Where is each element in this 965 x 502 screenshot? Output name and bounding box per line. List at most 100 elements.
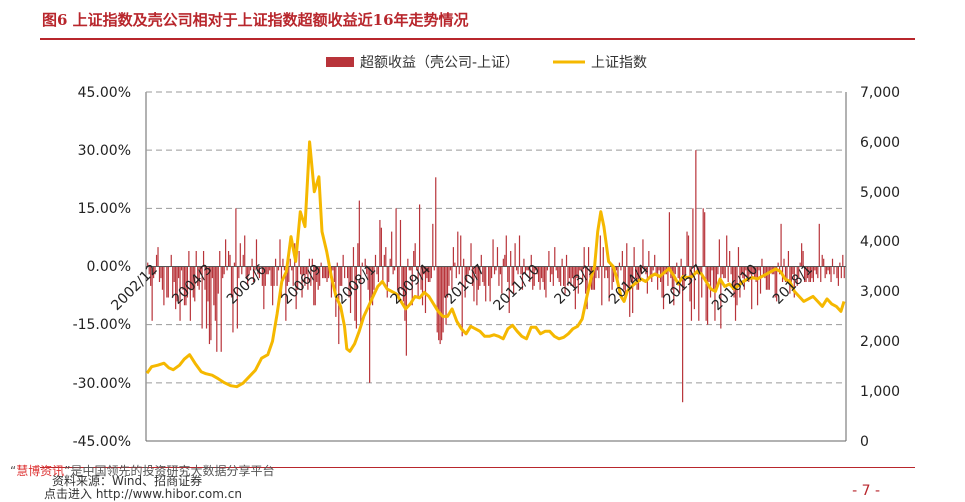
excess-return-bar: [730, 266, 732, 275]
excess-return-bar: [361, 262, 363, 267]
excess-return-bar: [261, 266, 263, 286]
right-tick-label: 7,000: [860, 85, 900, 101]
excess-return-bar: [386, 266, 388, 298]
excess-return-bar: [173, 266, 175, 283]
excess-return-bar: [682, 266, 684, 403]
excess-return-bar: [189, 266, 191, 321]
excess-return-bar: [254, 266, 256, 271]
excess-return-bar: [811, 266, 813, 279]
excess-return-bar: [720, 266, 722, 329]
excess-return-bar: [518, 235, 521, 267]
excess-return-bar: [799, 262, 801, 267]
excess-return-bar: [546, 266, 549, 271]
excess-return-bar: [745, 266, 747, 271]
excess-return-bar: [379, 219, 381, 267]
excess-return-bar: [513, 266, 515, 294]
excess-return-bar: [477, 266, 479, 290]
excess-return-bar: [394, 266, 396, 271]
excess-return-bar: [695, 150, 697, 267]
legend-line-label: 上证指数: [591, 55, 647, 71]
excess-return-bar: [630, 266, 632, 283]
excess-return-bar: [210, 266, 212, 341]
excess-return-bar: [454, 262, 456, 267]
excess-return-bar: [493, 266, 496, 275]
excess-return-bar: [604, 266, 606, 279]
excess-return-bar: [251, 258, 253, 267]
excess-return-bar: [740, 266, 742, 275]
source-note: 资料来源：Wind、招商证券: [52, 474, 203, 488]
excess-return-bar: [451, 266, 453, 290]
excess-return-bar: [831, 258, 834, 267]
excess-return-bar: [593, 266, 596, 290]
excess-return-bar: [542, 266, 544, 283]
excess-return-bar: [297, 266, 299, 290]
excess-return-bar: [704, 212, 706, 267]
excess-return-bar: [410, 266, 412, 271]
excess-return-bar: [270, 266, 272, 286]
excess-return-bar: [602, 247, 604, 267]
excess-return-bar: [457, 231, 459, 267]
excess-return-bar: [167, 266, 169, 298]
excess-return-bar: [514, 243, 516, 267]
excess-return-bar: [490, 266, 493, 279]
excess-return-bar: [667, 266, 669, 286]
excess-return-bar: [511, 266, 513, 286]
excess-return-bar: [605, 266, 607, 271]
excess-return-bar: [733, 266, 735, 298]
excess-return-bar: [405, 266, 407, 356]
excess-return-bar: [385, 247, 387, 267]
excess-return-bar: [285, 266, 287, 321]
excess-return-bar: [443, 266, 446, 298]
excess-return-bar: [438, 266, 440, 341]
excess-return-bar: [821, 254, 823, 267]
excess-return-bar: [295, 266, 297, 310]
excess-return-bar: [402, 266, 405, 302]
excess-return-bar: [727, 266, 729, 283]
excess-return-bar: [557, 266, 559, 279]
excess-return-bar: [197, 266, 199, 286]
excess-return-bar: [408, 266, 410, 271]
excess-return-bar: [535, 266, 537, 271]
excess-return-bar: [843, 266, 845, 279]
excess-return-bar: [540, 266, 543, 279]
excess-return-bar: [711, 266, 713, 271]
excess-return-bar: [191, 266, 193, 290]
excess-return-bar: [607, 266, 609, 279]
excess-return-bar: [563, 266, 565, 286]
excess-return-bar: [489, 266, 491, 302]
excess-return-bar: [592, 266, 594, 290]
excess-return-bar: [611, 266, 613, 290]
excess-return-bar: [323, 266, 325, 279]
excess-return-bar: [737, 247, 740, 267]
excess-return-bar: [583, 247, 585, 267]
excess-return-bar: [699, 266, 701, 275]
excess-return-bar: [712, 266, 715, 290]
excess-return-bar: [153, 266, 155, 279]
excess-return-bar: [302, 266, 305, 275]
excess-return-bar: [417, 266, 419, 298]
excess-return-bar: [441, 266, 443, 341]
excess-return-bar: [586, 266, 588, 310]
watermark-link[interactable]: 点击进入 http://www.hibor.com.cn: [44, 487, 242, 501]
excess-return-bar: [314, 266, 316, 306]
excess-return-bar: [777, 262, 779, 267]
excess-return-bar: [635, 266, 637, 279]
excess-return-bar: [715, 266, 718, 290]
excess-return-bar: [154, 266, 156, 275]
excess-return-bar: [186, 266, 189, 298]
excess-return-bar: [233, 262, 236, 267]
excess-return-bar: [680, 258, 682, 267]
excess-return-bar: [320, 262, 322, 267]
excess-return-bar: [687, 235, 690, 267]
excess-return-bar: [718, 239, 720, 267]
excess-return-bar: [235, 208, 237, 267]
excess-return-bar: [707, 266, 709, 325]
excess-return-bar: [499, 266, 502, 275]
excess-return-bar: [734, 266, 737, 321]
excess-return-bar: [784, 266, 787, 283]
excess-return-bar: [615, 266, 618, 271]
excess-return-bar: [479, 266, 481, 286]
excess-return-bar: [714, 266, 716, 321]
excess-return-bar: [786, 266, 788, 283]
excess-return-bar: [404, 266, 406, 321]
